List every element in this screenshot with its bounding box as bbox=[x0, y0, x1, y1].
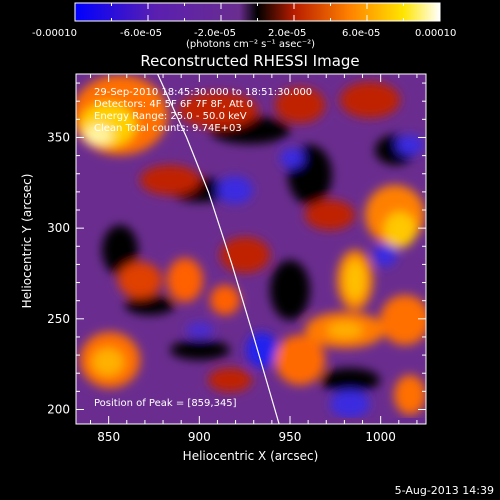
y-tick-label: 300 bbox=[47, 221, 70, 235]
x-tick-label: 850 bbox=[97, 430, 120, 444]
y-axis-label: Heliocentric Y (arcsec) bbox=[20, 173, 34, 309]
colorbar-tick-label: -2.0e-05 bbox=[194, 28, 236, 39]
annotation-energy: Energy Range: 25.0 - 50.0 keV bbox=[94, 111, 247, 122]
colorbar-tick-label: 2.0e-05 bbox=[268, 28, 307, 39]
y-tick-label: 350 bbox=[47, 130, 70, 144]
x-tick-label: 900 bbox=[188, 430, 211, 444]
x-tick-label: 950 bbox=[279, 430, 302, 444]
annotation-counts: Clean Total counts: 9.74E+03 bbox=[94, 123, 242, 134]
colorbar-tick-label: 0.00010 bbox=[415, 28, 457, 39]
annotation-peak: Position of Peak = [859,345] bbox=[94, 398, 237, 409]
annotation-detectors: Detectors: 4F 5F 6F 7F 8F, Att 0 bbox=[94, 99, 254, 110]
y-tick-label: 250 bbox=[47, 312, 70, 326]
x-tick-label: 1000 bbox=[365, 430, 396, 444]
colorbar-tick-label: 6.0e-05 bbox=[342, 28, 381, 39]
footer-date: 5-Aug-2013 14:39 bbox=[394, 484, 494, 497]
y-tick-label: 200 bbox=[47, 402, 70, 416]
x-axis-label: Heliocentric X (arcsec) bbox=[182, 449, 319, 463]
annotation-time: 29-Sep-2010 18:45:30.000 to 18:51:30.000 bbox=[94, 87, 313, 98]
chart-title: Reconstructed RHESSI Image bbox=[140, 52, 360, 70]
colorbar-tick-label: -6.0e-05 bbox=[120, 28, 162, 39]
colorbar-unit-label: (photons cm⁻² s⁻¹ asec⁻²) bbox=[186, 39, 316, 50]
heatmap-image bbox=[76, 74, 426, 424]
solar-limb-line bbox=[157, 73, 280, 425]
plot-frame bbox=[75, 73, 427, 425]
colorbar-tick-label: -0.00010 bbox=[32, 28, 77, 39]
